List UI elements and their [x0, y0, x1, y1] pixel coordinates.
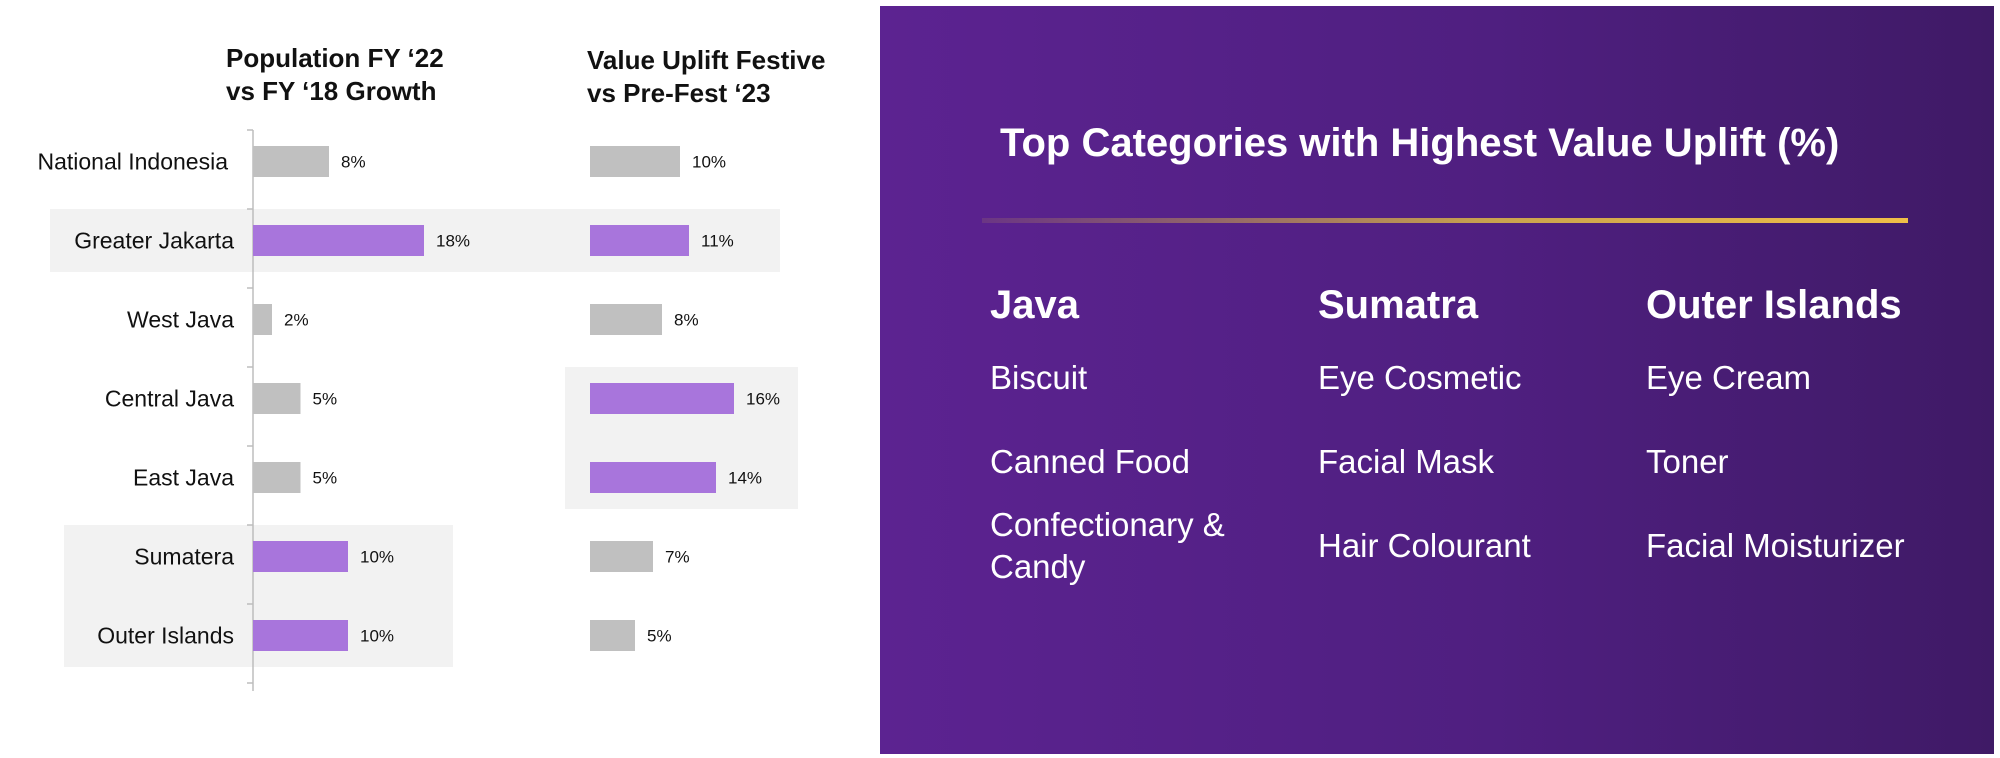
category-labels: National Indonesia Greater Jakarta West Ja… [37, 149, 234, 649]
category-list: Biscuit Canned Food Confectionary & Cand… [990, 336, 1310, 588]
value-uplift-chart-title: Value Uplift Festive vs Pre-Fest ‘23 [587, 44, 825, 110]
region-outer-islands: Outer Islands Eye Cream Toner Facial Moi… [1646, 274, 1966, 588]
bar [253, 541, 348, 572]
bar-value-label: 18% [436, 232, 470, 251]
bar-charts: National Indonesia Greater Jakarta West Ja… [37, 129, 798, 691]
category-label: West Java [127, 307, 234, 333]
panel-title: Top Categories with Highest Value Uplift… [1000, 121, 1840, 165]
bar [590, 146, 680, 177]
bar-value-label: 8% [674, 311, 699, 330]
category-list: Eye Cosmetic Facial Mask Hair Colourant [1318, 336, 1638, 588]
bar [590, 304, 662, 335]
bar [590, 620, 635, 651]
bar [253, 620, 348, 651]
bar [590, 462, 716, 493]
category-item: Biscuit [990, 359, 1088, 396]
gold-divider [982, 218, 1908, 223]
bar-value-label: 10% [692, 153, 726, 172]
bar-value-label: 5% [313, 390, 338, 409]
bar-value-label: 5% [313, 469, 338, 488]
bar-value-label: 5% [647, 627, 672, 646]
value-uplift-bars: 10% 11% 8% 16% 14% 7% 5% [590, 146, 780, 651]
category-label: National Indonesia [37, 149, 228, 175]
category-list: Eye Cream Toner Facial Moisturizer [1646, 336, 1966, 588]
category-item: Toner [1646, 443, 1729, 480]
top-categories-panel: Top Categories with Highest Value Uplift… [880, 6, 1994, 754]
bar [590, 225, 689, 256]
highlight-bands [50, 209, 798, 667]
category-label: Central Java [105, 386, 234, 412]
category-item: Confectionary & Candy [990, 506, 1225, 585]
category-item: Facial Mask [1318, 443, 1495, 480]
bar [253, 304, 272, 335]
category-item: Hair Colourant [1318, 527, 1531, 564]
category-item: Eye Cosmetic [1318, 359, 1522, 396]
bar-value-label: 2% [284, 311, 309, 330]
region-name: Sumatra [1318, 283, 1479, 327]
bar [253, 462, 301, 493]
category-label: Sumatera [134, 544, 234, 570]
category-item: Facial Moisturizer [1646, 527, 1905, 564]
population-chart-title-line-1: Population FY ‘22 [226, 43, 444, 73]
region-sumatra: Sumatra Eye Cosmetic Facial Mask Hair Co… [1318, 274, 1638, 588]
category-label: Greater Jakarta [74, 228, 234, 254]
region-name: Java [990, 283, 1079, 327]
value-uplift-chart-title-line-1: Value Uplift Festive [587, 45, 826, 75]
bar [253, 225, 424, 256]
population-growth-bars: 8% 18% 2% 5% 5% 10% 10% [253, 146, 470, 651]
bar [590, 541, 653, 572]
population-chart-title-line-2: vs FY ‘18 Growth [226, 76, 437, 106]
bar-value-label: 11% [701, 232, 734, 251]
bar [253, 383, 301, 414]
category-item: Canned Food [990, 443, 1190, 480]
value-uplift-chart-title-line-2: vs Pre-Fest ‘23 [587, 78, 771, 108]
region-name: Outer Islands [1646, 283, 1902, 327]
bar-value-label: 14% [728, 469, 762, 488]
category-label: Outer Islands [97, 623, 234, 649]
bar-value-label: 10% [360, 627, 394, 646]
region-java: Java Biscuit Canned Food Confectionary &… [990, 274, 1310, 588]
bar-value-label: 16% [746, 390, 780, 409]
bar-value-label: 10% [360, 548, 394, 567]
category-item: Eye Cream [1646, 359, 1812, 396]
bar [253, 146, 329, 177]
population-chart-title: Population FY ‘22 vs FY ‘18 Growth [226, 42, 444, 108]
bar-value-label: 7% [665, 548, 690, 567]
bar [590, 383, 734, 414]
bar-value-label: 8% [341, 153, 366, 172]
category-label: East Java [133, 465, 234, 491]
